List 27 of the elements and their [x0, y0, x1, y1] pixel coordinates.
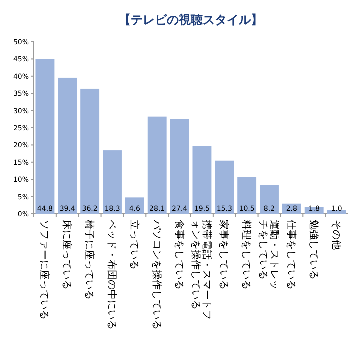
x-tick-label: ベッド・布団の中にいる	[106, 220, 118, 330]
x-tick-label: 仕事をしている	[285, 220, 298, 290]
x-tick-label: 携帯電話・スマートフォンを操作している	[190, 220, 214, 320]
bar	[238, 177, 257, 214]
bar	[103, 150, 122, 214]
bar	[260, 185, 279, 214]
x-tick-label: 勉強している	[308, 220, 320, 280]
bar	[148, 116, 167, 214]
x-tick-label: 運動・ストレッチをしている	[258, 220, 280, 290]
bar	[327, 210, 346, 214]
x-tick-label: ソファーに座っている	[38, 220, 51, 320]
x-tick-label: 家事をしている	[218, 220, 230, 290]
bar	[80, 88, 100, 214]
bar	[192, 146, 212, 214]
bar	[125, 198, 144, 214]
x-tick-label: パソコンを操作している	[150, 219, 163, 330]
x-tick-label: 食事をしている	[173, 220, 186, 290]
bar	[215, 160, 234, 214]
x-tick-label: 床に座っている	[61, 220, 74, 290]
x-tick-label: その他	[330, 220, 342, 250]
bar	[36, 59, 55, 214]
x-tick-label: 料理をしている	[240, 220, 253, 290]
bar	[170, 119, 190, 214]
x-tick-label: 椅子に座っている	[84, 220, 96, 300]
x-tick-label: 立っている	[128, 220, 140, 270]
chart-title: 【テレビの視聴スタイル】	[119, 13, 263, 27]
bar	[58, 78, 78, 214]
